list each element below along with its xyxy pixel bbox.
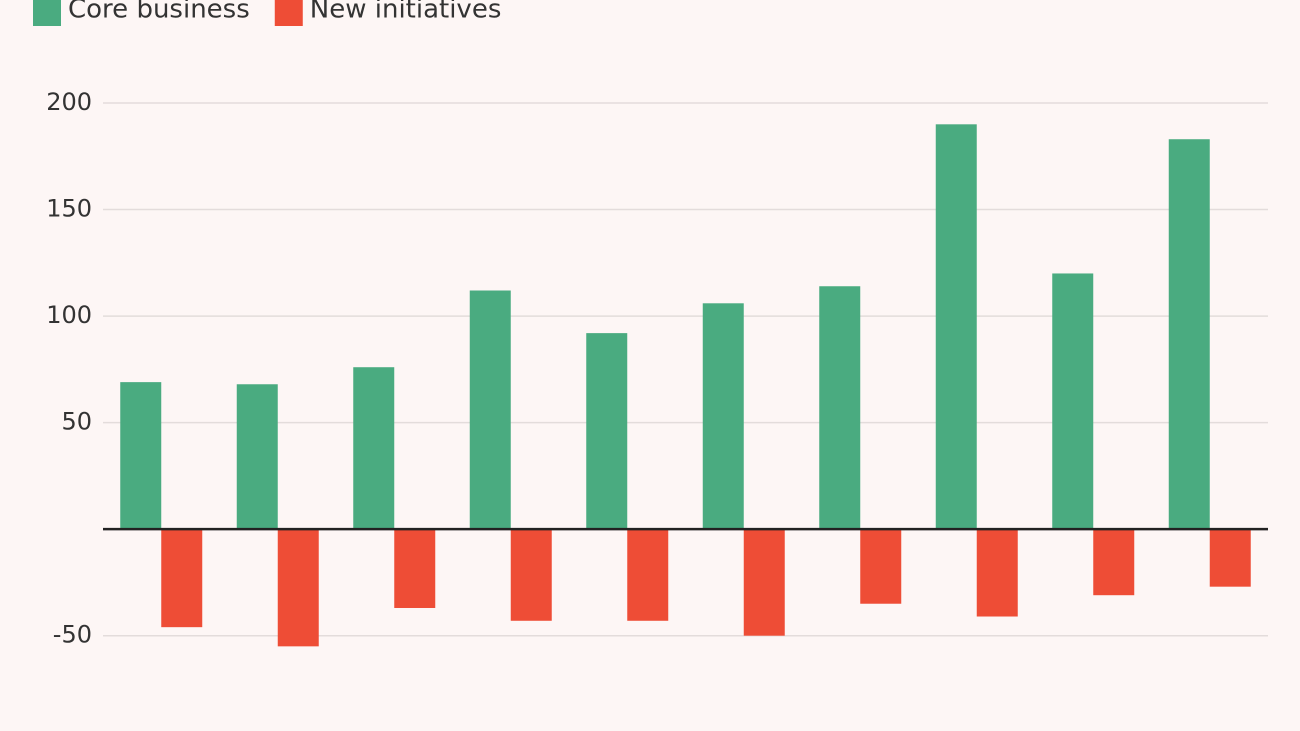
y-tick-label: 100 — [46, 301, 92, 329]
bar — [819, 286, 861, 530]
bar — [743, 529, 785, 636]
y-tick-label: 200 — [46, 88, 92, 116]
bar — [510, 529, 552, 621]
bar — [1093, 529, 1135, 596]
legend-label: New initiatives — [310, 0, 502, 25]
bar — [1052, 273, 1094, 530]
bar — [1168, 139, 1210, 530]
legend-swatch — [274, 0, 303, 26]
y-tick-label: 50 — [61, 408, 92, 436]
legend-label: Core business — [68, 0, 250, 25]
y-tick-label: 150 — [46, 195, 92, 223]
bar — [353, 367, 395, 530]
bar — [394, 529, 436, 608]
bar — [702, 303, 744, 530]
bar — [935, 124, 977, 530]
bar — [1209, 529, 1251, 587]
bar — [120, 382, 162, 530]
bar — [236, 384, 278, 530]
y-tick-label: -50 — [53, 621, 92, 649]
legend-swatch — [33, 0, 61, 26]
bar — [976, 529, 1018, 617]
bar — [586, 333, 628, 530]
bar — [860, 529, 902, 604]
bar — [161, 529, 203, 628]
bar — [627, 529, 669, 621]
bar — [469, 290, 511, 530]
bar — [277, 529, 319, 647]
